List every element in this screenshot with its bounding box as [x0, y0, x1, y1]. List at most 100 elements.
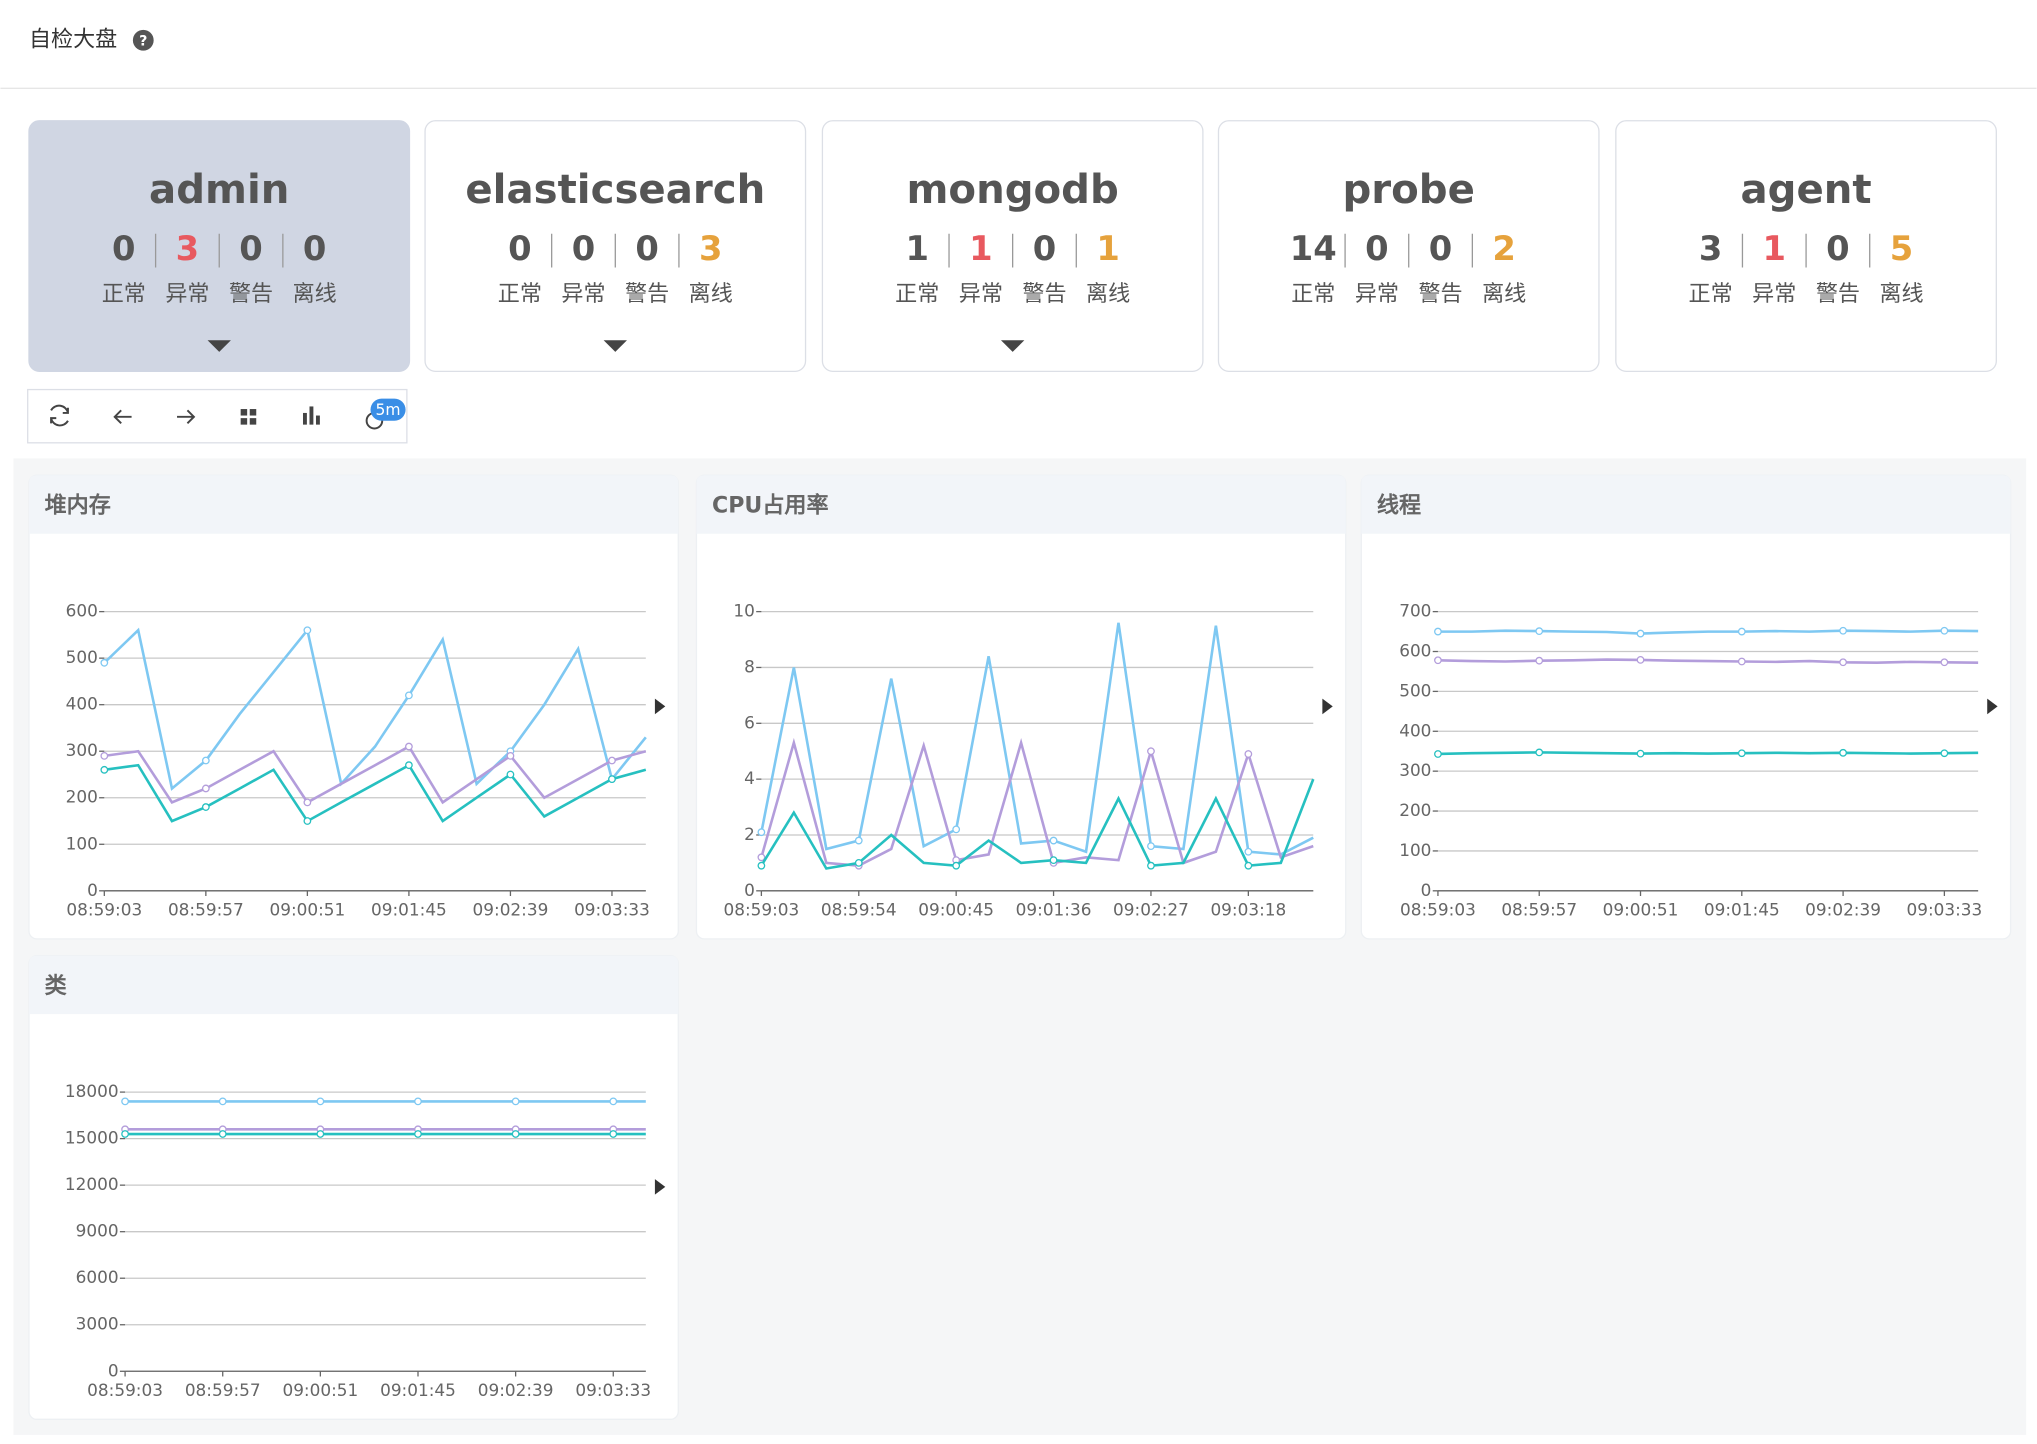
x-tick-label: 08:59:54 [821, 899, 897, 919]
y-tick-label: 4 [744, 768, 755, 788]
status-label: 异常 [165, 282, 209, 307]
x-tick-label: 08:59:03 [66, 899, 142, 919]
status-count: 3 [1699, 229, 1722, 268]
x-tick-label: 09:03:33 [575, 1380, 651, 1400]
panel-frame [28, 474, 679, 940]
status-label: 正常 [498, 282, 542, 307]
y-tick-label: 6 [744, 712, 755, 732]
service-card[interactable]: admin 0 正常 3 异常 0 警告 0 离线 [28, 120, 411, 373]
panel-header [28, 475, 679, 534]
status-label: 警告 [229, 282, 273, 307]
y-tick-label: 200 [66, 787, 98, 807]
point-marker [1434, 750, 1442, 758]
point-marker [316, 1130, 325, 1138]
interval-badge-text: 5m [376, 401, 401, 419]
status-count: 0 [635, 229, 658, 268]
status-count: 0 [303, 229, 326, 268]
help-icon[interactable] [132, 29, 154, 51]
point-marker [854, 836, 863, 845]
card-name: elasticsearch [465, 167, 765, 213]
point-marker [608, 775, 616, 784]
point-marker [1839, 748, 1847, 757]
point-marker [609, 1097, 618, 1106]
y-tick-label: 6000 [76, 1267, 119, 1287]
point-marker [1636, 749, 1645, 758]
status-count: 2 [1492, 229, 1515, 268]
service-card[interactable]: elasticsearch 0 正常 0 异常 0 警告 3 离线 [424, 120, 807, 373]
y-tick-label: 3000 [76, 1314, 119, 1334]
point-marker [608, 756, 616, 765]
point-marker [1147, 861, 1155, 870]
point-marker [511, 1130, 520, 1138]
x-tick-label: 08:59:03 [723, 899, 799, 919]
chart-view-button[interactable] [302, 412, 307, 425]
point-marker [405, 691, 413, 700]
status-count: 14 [1290, 229, 1337, 268]
series-line [760, 622, 1314, 856]
grid-view-part [240, 418, 248, 425]
point-marker [201, 756, 210, 765]
x-tick-label: 09:01:45 [371, 899, 447, 919]
point-marker [201, 784, 210, 793]
x-tick-label: 09:01:36 [1016, 899, 1092, 919]
point-marker [609, 1130, 618, 1138]
service-card[interactable]: agent 3 正常 1 异常 0 警告 5 离线 [1615, 120, 1997, 373]
x-tick-label: 09:03:33 [1906, 899, 1982, 919]
service-card[interactable]: mongodb 1 正常 1 异常 0 警告 1 离线 [821, 120, 1204, 373]
status-count: 1 [1096, 229, 1119, 268]
y-tick-label: 400 [66, 694, 98, 714]
expand-arrow [207, 340, 231, 352]
grid-view-button[interactable] [240, 409, 248, 416]
scroll-arrow [1987, 698, 1998, 715]
x-tick-label: 09:02:39 [1805, 899, 1881, 919]
point-marker [1535, 627, 1544, 636]
status-count: 0 [1826, 229, 1849, 268]
series-line [1437, 658, 1979, 664]
panel-header [696, 475, 1346, 534]
x-tick-label: 08:59:57 [168, 899, 244, 919]
point-marker [1940, 658, 1949, 667]
toolbar: 5m [27, 388, 408, 444]
x-tick-label: 09:00:51 [282, 1380, 358, 1400]
status-label: 正常 [1689, 282, 1733, 307]
chart-view-part [315, 415, 320, 425]
status-label: 离线 [689, 282, 733, 307]
point-marker [952, 825, 961, 834]
toolbar-frame [27, 388, 408, 444]
point-marker [405, 761, 413, 770]
point-marker [201, 803, 210, 811]
forward-button[interactable] [177, 409, 196, 425]
point-marker [303, 626, 312, 635]
y-tick-label: 9000 [76, 1221, 119, 1241]
chart-panel: 堆内存 0 100 200 300 400 500 600 08:59:03 08:59:57 09… [28, 474, 679, 940]
y-tick-label: 18000 [65, 1081, 119, 1101]
expand-arrow [603, 340, 627, 352]
x-tick-label: 08:59:03 [1400, 899, 1476, 919]
point-marker [1049, 836, 1058, 845]
status-count: 0 [239, 229, 262, 268]
status-count: 0 [112, 229, 135, 268]
status-count: 0 [508, 229, 531, 268]
x-tick-label: 09:02:39 [478, 1380, 554, 1400]
refresh-button[interactable] [50, 404, 69, 427]
x-tick-label: 08:59:57 [185, 1380, 261, 1400]
panel-header [28, 955, 679, 1015]
point-marker [414, 1097, 422, 1106]
point-marker [100, 765, 109, 774]
point-marker [1737, 627, 1746, 636]
status-label: 异常 [959, 282, 1003, 307]
y-tick-label: 8 [744, 656, 755, 676]
status-count: 3 [699, 229, 722, 268]
point-marker [1244, 861, 1253, 870]
back-button[interactable] [113, 409, 132, 425]
point-marker [1940, 626, 1949, 635]
y-tick-label: 100 [66, 833, 98, 853]
grid-view-part [249, 409, 257, 416]
point-marker [506, 751, 515, 760]
point-marker [100, 658, 109, 667]
y-tick-label: 300 [66, 740, 98, 760]
x-tick-label: 09:03:33 [574, 899, 650, 919]
point-marker [121, 1097, 129, 1106]
